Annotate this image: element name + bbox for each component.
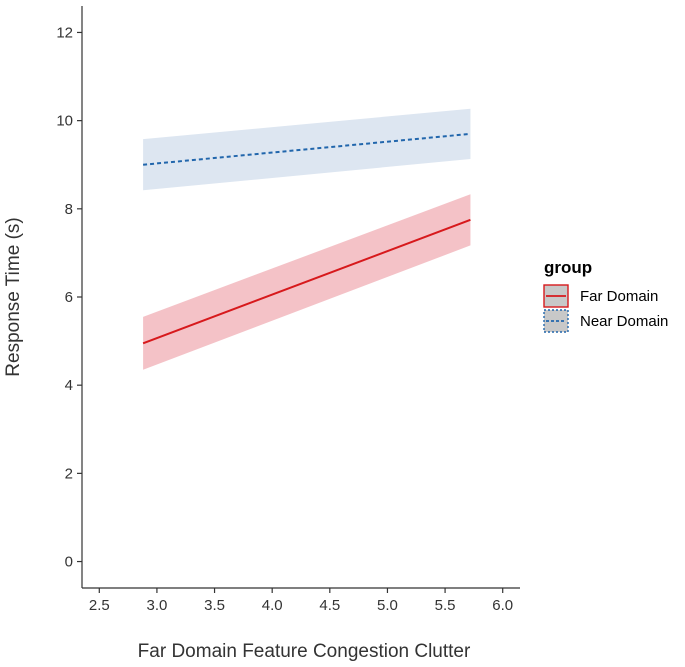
legend-label-far-domain: Far Domain <box>580 288 658 305</box>
y-axis-title: Response Time (s) <box>3 217 24 376</box>
x-tick-label: 5.5 <box>435 597 456 614</box>
near-domain-fit-line <box>142 132 471 166</box>
x-tick-label: 6.0 <box>492 597 513 614</box>
y-tick-label: 6 <box>65 289 73 306</box>
x-axis-ticks: 2.5 3.0 3.5 4.0 4.5 5.0 5.5 6.0 <box>89 588 513 614</box>
y-tick-label: 4 <box>65 377 73 394</box>
x-tick-label: 3.0 <box>146 597 167 614</box>
x-tick-label: 5.0 <box>377 597 398 614</box>
x-tick-label: 4.5 <box>319 597 340 614</box>
legend-items: Far Domain Near Domain <box>543 284 668 333</box>
x-tick-label: 3.5 <box>204 597 225 614</box>
legend: group Far Domain Near Domain <box>543 258 668 333</box>
y-tick-label: 12 <box>56 24 73 41</box>
x-tick-label: 2.5 <box>89 597 110 614</box>
y-tick-label: 10 <box>56 113 73 130</box>
y-tick-label: 0 <box>65 554 73 571</box>
legend-item-far-domain: Far Domain <box>543 284 658 308</box>
y-tick-label: 2 <box>65 465 73 482</box>
y-axis-ticks: 0 2 4 6 8 10 12 <box>56 24 82 571</box>
far-domain-fit-line <box>142 218 471 345</box>
legend-label-near-domain: Near Domain <box>580 313 668 330</box>
fit-lines <box>142 132 471 345</box>
x-axis-title: Far Domain Feature Congestion Clutter <box>138 641 471 662</box>
legend-title: group <box>544 258 592 277</box>
y-tick-label: 8 <box>65 201 73 218</box>
x-tick-label: 4.0 <box>262 597 283 614</box>
legend-item-near-domain: Near Domain <box>543 309 668 333</box>
